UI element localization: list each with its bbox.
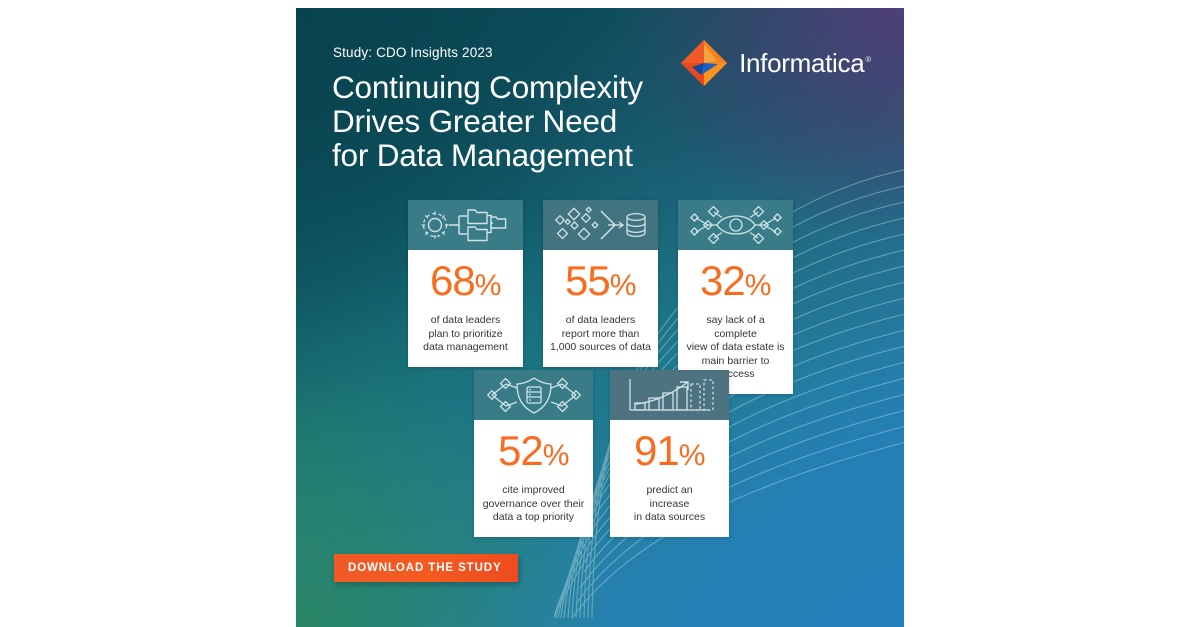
shield-governance-icon [486,377,581,414]
stat-description: cite improved governance over their data… [482,484,585,523]
stat-card-icon-panel [474,370,593,420]
headline-line-3: for Data Management [332,137,633,173]
headline-line-2: Drives Greater Need [332,103,618,139]
stat-card-body: 52% cite improved governance over their … [474,420,593,537]
stat-card-icon-panel [543,200,658,250]
study-eyebrow-label: Study: CDO Insights 2023 [333,45,493,60]
infographic-canvas: Study: CDO Insights 2023 Continuing Comp… [296,8,904,627]
brand-name: Informatica [739,47,865,78]
percent-sign: % [542,439,570,472]
stat-card-55: 55% of data leaders report more than 1,0… [543,200,658,367]
percent-sign: % [678,439,706,472]
stat-value: 91% [634,428,705,479]
informatica-diamond-logo-icon [681,40,728,86]
informatica-logo[interactable]: Informatica® [679,38,871,88]
stat-number: 52 [498,427,544,474]
stat-number: 68 [430,257,476,304]
stat-number: 55 [565,257,611,304]
informatica-wordmark: Informatica® [739,48,871,79]
stat-description: predict an increase in data sources [633,484,706,523]
stat-value: 32% [700,258,771,309]
stat-description: of data leaders report more than 1,000 s… [550,314,651,353]
stat-card-body: 55% of data leaders report more than 1,0… [543,250,658,367]
eye-network-icon [689,206,782,244]
growth-bar-chart-icon [628,379,714,411]
percent-sign: % [609,269,637,302]
percent-sign: % [744,269,772,302]
stat-card-68: 68% of data leaders plan to prioritize d… [408,200,523,367]
stat-value: 55% [565,258,636,309]
trademark-symbol: ® [865,54,871,64]
stat-card-icon-panel [408,200,523,250]
stat-description: of data leaders plan to prioritize data … [423,314,508,353]
gear-and-folders-icon [421,209,506,242]
stat-card-icon-panel [610,370,729,420]
download-the-study-button[interactable]: DOWNLOAD THE STUDY [334,554,518,582]
stat-card-91: 91% predict an increase in data sources [610,370,729,537]
stat-number: 91 [634,427,680,474]
stat-number: 32 [700,257,746,304]
headline-line-1: Continuing Complexity [332,69,643,105]
stat-card-body: 32% say lack of a complete view of data … [678,250,793,394]
page-title: Continuing Complexity Drives Greater Nee… [332,70,643,172]
percent-sign: % [474,269,502,302]
data-funnel-to-database-icon [554,206,646,241]
stat-card-52: 52% cite improved governance over their … [474,370,593,537]
stat-card-icon-panel [678,200,793,250]
stat-value: 68% [430,258,501,309]
stat-card-body: 68% of data leaders plan to prioritize d… [408,250,523,367]
stat-value: 52% [498,428,569,479]
stat-card-32: 32% say lack of a complete view of data … [678,200,793,394]
stat-card-body: 91% predict an increase in data sources [610,420,729,537]
